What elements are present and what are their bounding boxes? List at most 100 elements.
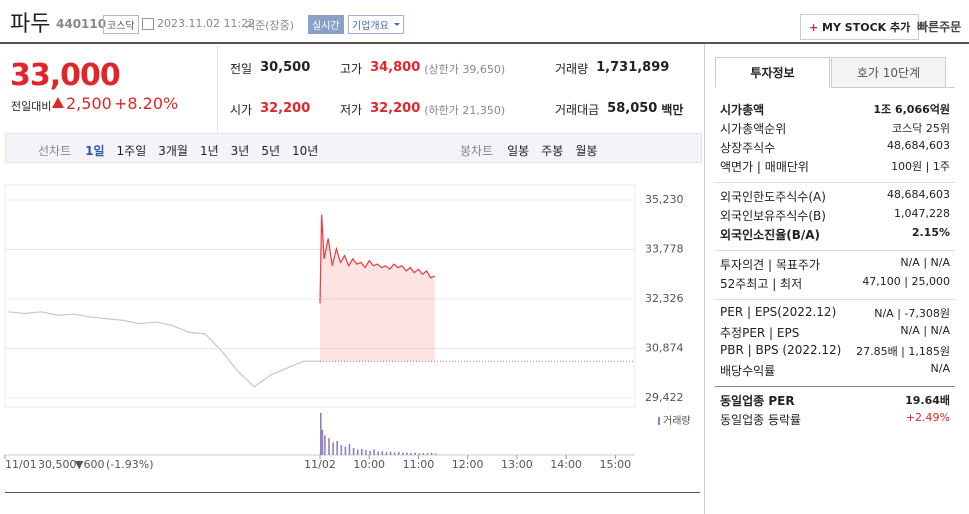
x-tick-label: 14:00 xyxy=(550,458,582,471)
info-row: 추정PER | EPS N/A | N/A xyxy=(720,324,950,343)
info-value: N/A | -7,308원 xyxy=(874,307,950,320)
info-row: 외국인보유주식수(B) 1,047,228 xyxy=(720,207,950,226)
sidebar-tab[interactable]: 호가 10단계 xyxy=(831,57,946,88)
y-tick-label: 35,230 xyxy=(645,193,684,206)
volume-bar xyxy=(418,453,421,455)
stat-label: 고가 xyxy=(340,62,363,76)
header-rule xyxy=(0,42,969,44)
info-label: 배당수익률 xyxy=(720,364,776,378)
stat-unit: 백만 xyxy=(661,103,684,117)
volume-bar xyxy=(430,452,433,455)
group-divider xyxy=(715,299,955,300)
tab[interactable]: 1일 xyxy=(85,144,105,158)
group-divider xyxy=(715,386,955,387)
stock-name: 파두 xyxy=(10,12,51,37)
stat-value: 32,200 xyxy=(370,101,421,116)
info-value: N/A xyxy=(930,362,950,375)
info-row: 투자의견 | 목표주가 N/A | N/A xyxy=(720,256,950,275)
change: 2,500 xyxy=(66,94,112,113)
volume-bar xyxy=(352,448,355,455)
volume-bar xyxy=(328,438,330,455)
quick-order[interactable]: 빠른주문 xyxy=(917,20,962,34)
x-tick-label: 11/02 xyxy=(304,458,336,471)
tab-bar xyxy=(5,133,702,163)
tab[interactable]: 일봉 xyxy=(507,144,530,158)
info-value: 48,684,603 xyxy=(887,139,950,152)
stat-label: 전일 xyxy=(230,62,253,76)
volume-bar xyxy=(422,453,425,455)
info-value: 2.15% xyxy=(911,226,950,239)
info-row: PER | EPS(2022.12) N/A | -7,308원 xyxy=(720,305,950,324)
period-tabs: 선차트 1일 1주일 3개월 1년 3년 5년 10년 xyxy=(38,140,330,159)
info-label: PBR | BPS (2022.12) xyxy=(720,343,842,357)
info-label: 외국인한도주식수(A) xyxy=(720,190,826,204)
dropdown-arrow xyxy=(393,23,400,29)
y-tick-label: 32,326 xyxy=(645,292,684,305)
stat-label: 저가 xyxy=(340,103,363,117)
stat-value: 1,731,899 xyxy=(596,60,670,75)
sidebar-tab[interactable]: 투자정보 xyxy=(715,57,830,88)
volume-bar xyxy=(402,452,404,455)
x-tick-label: 12:00 xyxy=(452,458,484,471)
tab[interactable]: 주봉 xyxy=(541,144,564,158)
price-line xyxy=(8,311,320,388)
company-info[interactable]: 기업개요 xyxy=(348,15,404,34)
up-arrow xyxy=(52,97,64,108)
volume-bar xyxy=(389,451,392,455)
chart: 29,422 30,874 32,326 33,778 35,230 거래량 11/01 11… xyxy=(4,184,691,471)
tab[interactable]: 5년 xyxy=(261,144,281,158)
volume-bar xyxy=(340,445,343,455)
info-label: 외국인보유주식수(B) xyxy=(720,209,826,223)
info-value: 코스닥 25위 xyxy=(892,122,950,135)
stat-value: 34,800 xyxy=(370,60,421,75)
info-label: 동일업종 등락률 xyxy=(720,413,802,427)
volume-bar xyxy=(410,453,412,455)
calendar-icon xyxy=(142,18,154,30)
stat-value: 58,050 xyxy=(607,101,658,116)
tab: 봉차트 xyxy=(460,144,494,158)
stat-label: 거래대금 xyxy=(555,103,600,117)
candle-tabs: 봉차트 일봉 주봉 월봉 xyxy=(460,140,609,159)
volume-bar xyxy=(324,435,326,455)
info-label: 투자의견 | 목표주가 xyxy=(720,258,820,272)
group-divider xyxy=(715,182,955,183)
volume-bar xyxy=(406,452,408,455)
realtime-badge[interactable]: 실시간 xyxy=(308,15,344,34)
volume-bar xyxy=(336,441,339,455)
y-tick-label: 30,874 xyxy=(645,342,684,355)
x-tick-label: 15:00 xyxy=(599,458,631,471)
footer-change: ▼600 xyxy=(75,458,104,471)
info-value: N/A | N/A xyxy=(900,256,950,269)
x-tick-label: 11/01 xyxy=(5,458,37,471)
info-value: N/A | N/A xyxy=(900,324,950,337)
info-label: 52주최고 | 최저 xyxy=(720,277,803,291)
company-info-label: 기업개요 xyxy=(352,21,389,32)
info-row: 시가총액순위 코스닥 25위 xyxy=(720,120,950,139)
x-tick-label: 11:00 xyxy=(403,458,435,471)
stat-label: 거래량 xyxy=(555,62,589,76)
y-tick-label: 29,422 xyxy=(645,391,684,404)
info-row: 액면가 | 매매단위 100원 | 1주 xyxy=(720,158,950,177)
tab[interactable]: 월봉 xyxy=(575,144,598,158)
volume-bar xyxy=(377,451,380,455)
info-value: 19.64배 xyxy=(905,394,950,407)
change-pct: +8.20% xyxy=(114,94,179,113)
volume-bar xyxy=(397,451,400,455)
info-row: PBR | BPS (2022.12) 27.85배 | 1,185원 xyxy=(720,343,950,362)
tab[interactable]: 3개월 xyxy=(158,144,188,158)
tab[interactable]: 1년 xyxy=(199,144,219,158)
stat-note: (하한가 21,350) xyxy=(424,104,506,117)
volume-bar xyxy=(414,452,416,455)
info-label: 외국인소진율(B/A) xyxy=(720,228,821,242)
my-stock-button[interactable]: + MY STOCK 추가 xyxy=(800,14,920,40)
divider xyxy=(217,46,218,132)
info-value: 100원 | 1주 xyxy=(891,160,950,173)
footer-close: 30,500 xyxy=(38,458,77,471)
market: 코스닥 xyxy=(103,15,139,34)
tab[interactable]: 3년 xyxy=(230,144,250,158)
change-label: 전일대비 xyxy=(11,100,52,113)
stock-code: 440110 xyxy=(56,17,107,31)
tab[interactable]: 10년 xyxy=(292,144,319,158)
tab[interactable]: 1주일 xyxy=(116,144,147,158)
